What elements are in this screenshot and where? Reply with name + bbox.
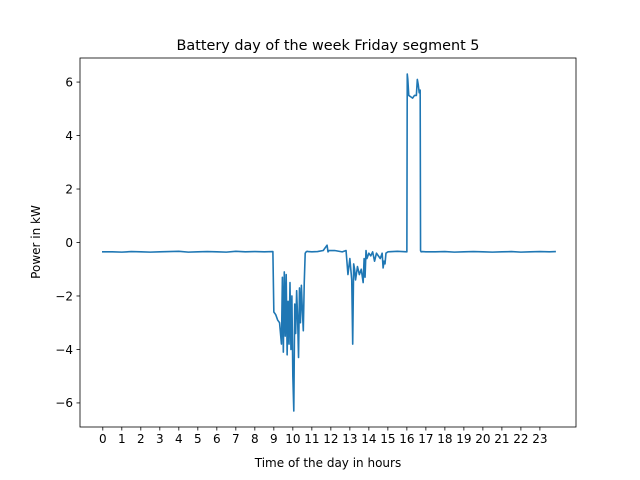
- x-tick-label: 11: [304, 432, 319, 446]
- x-tick-label: 20: [475, 432, 490, 446]
- x-tick-label: 6: [213, 432, 221, 446]
- chart-title: Battery day of the week Friday segment 5: [177, 38, 480, 54]
- y-tick-label: 4: [65, 129, 73, 143]
- x-axis-title: Time of the day in hours: [254, 456, 401, 470]
- x-tick-label: 0: [99, 432, 107, 446]
- series-line: [102, 73, 556, 412]
- x-tick-label: 10: [285, 432, 300, 446]
- y-tick-label: −6: [55, 396, 73, 410]
- x-tick-label: 8: [251, 432, 259, 446]
- x-tick-label: 18: [437, 432, 452, 446]
- y-tick-label: 2: [65, 182, 73, 196]
- x-tick-label: 22: [513, 432, 528, 446]
- axis-ticks: 0 1 2 3 4 5 6 7 8 9 10 11 12 13 14 15 16 17 18 19 20 21 22 23−6…: [55, 75, 547, 446]
- x-tick-label: 5: [194, 432, 202, 446]
- x-tick-label: 19: [456, 432, 471, 446]
- y-axis-title: Power in kW: [29, 205, 43, 279]
- y-tick-label: −4: [55, 343, 73, 357]
- x-tick-label: 17: [418, 432, 433, 446]
- x-tick-label: 16: [399, 432, 414, 446]
- x-tick-label: 23: [532, 432, 547, 446]
- y-tick-label: 0: [65, 236, 73, 250]
- x-tick-label: 7: [232, 432, 240, 446]
- x-tick-label: 15: [380, 432, 395, 446]
- x-tick-label: 4: [175, 432, 183, 446]
- y-tick-label: 6: [65, 75, 73, 89]
- x-tick-label: 13: [342, 432, 357, 446]
- x-tick-label: 9: [270, 432, 278, 446]
- x-tick-label: 12: [323, 432, 338, 446]
- y-tick-label: −2: [55, 289, 73, 303]
- x-tick-label: 14: [361, 432, 376, 446]
- x-tick-label: 1: [118, 432, 126, 446]
- x-tick-label: 21: [494, 432, 509, 446]
- plot-area: [102, 73, 556, 412]
- x-tick-label: 2: [137, 432, 145, 446]
- x-tick-label: 3: [156, 432, 164, 446]
- axes-frame: [79, 57, 577, 428]
